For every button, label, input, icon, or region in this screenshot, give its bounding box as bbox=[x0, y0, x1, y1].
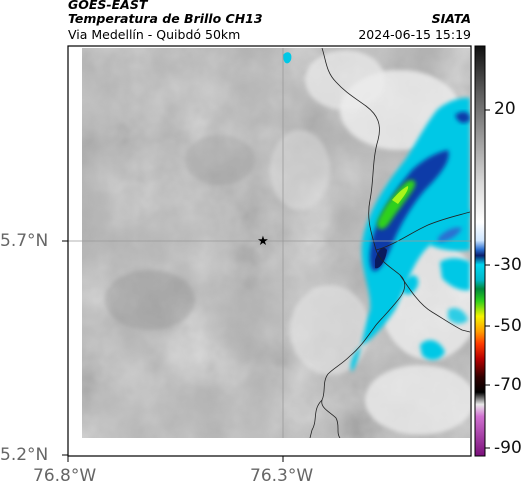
colorbar-label-minus-30: -30 bbox=[494, 255, 522, 275]
location-star-icon: ★ bbox=[257, 234, 269, 249]
colorbar-label-minus-50: -50 bbox=[494, 316, 522, 336]
map-subtitle: Via Medellín - Quibdó 50km bbox=[68, 27, 241, 42]
colorbar-label-20: 20 bbox=[494, 99, 516, 119]
map-title: Temperatura de Brillo CH13 bbox=[68, 11, 263, 26]
lon-label-76-8: 76.8°W bbox=[33, 466, 97, 486]
colorbar-label-minus-70: -70 bbox=[494, 375, 522, 395]
product-name: GOES-EAST bbox=[68, 0, 148, 12]
lon-label-76-3: 76.3°W bbox=[250, 466, 314, 486]
colorbar-label-minus-90: -90 bbox=[494, 438, 522, 458]
border-lines bbox=[309, 48, 470, 438]
lat-label-5-7: 5.7°N bbox=[0, 231, 49, 251]
timestamp: 2024-06-15 15:19 bbox=[358, 27, 471, 42]
lat-label-5-2: 5.2°N bbox=[0, 445, 49, 465]
agency-name: SIATA bbox=[431, 11, 471, 26]
colorbar bbox=[474, 45, 490, 457]
